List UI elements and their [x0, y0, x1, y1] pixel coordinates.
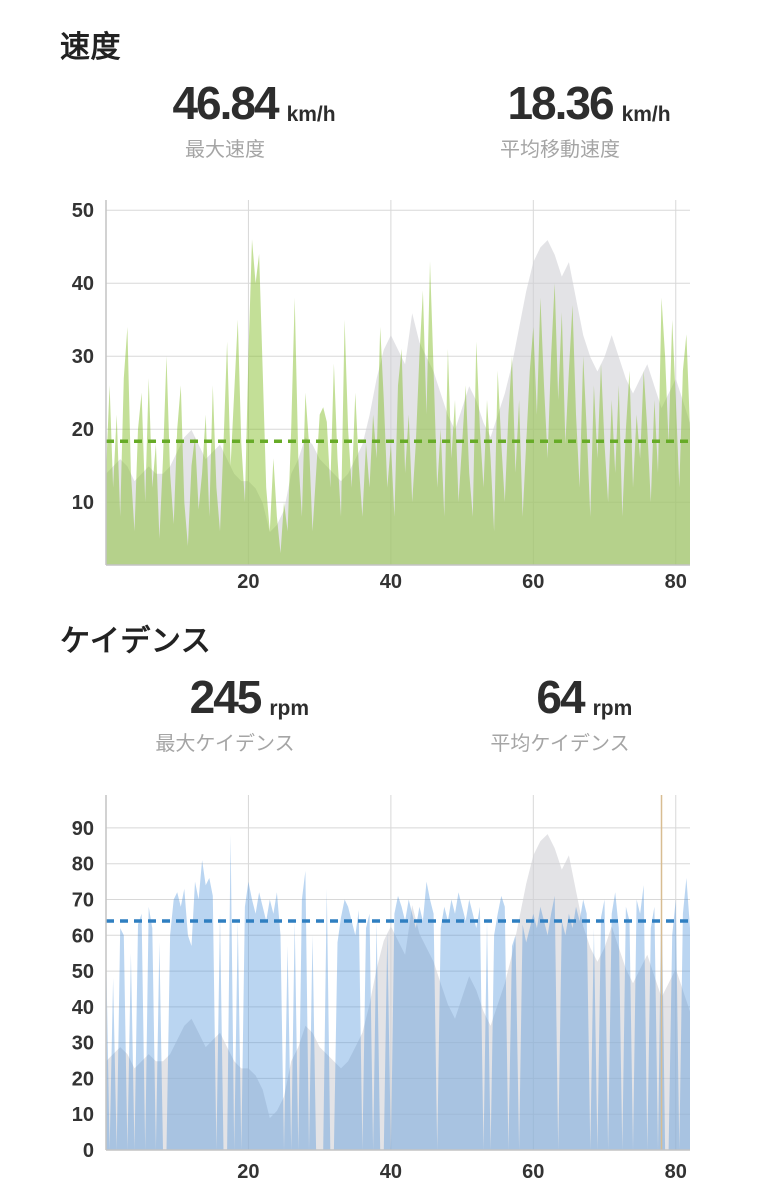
- max-cadence-label: 最大ケイデンス: [155, 733, 295, 755]
- max-cadence-unit: rpm: [269, 697, 310, 720]
- avg-moving-speed-value-row: 18.36 km/h: [410, 80, 710, 128]
- svg-text:80: 80: [665, 1161, 687, 1183]
- avg-cadence-unit: rpm: [592, 697, 633, 720]
- speed-chart[interactable]: 10 20 30 40 50 20 40 60 80: [0, 196, 767, 600]
- svg-text:60: 60: [522, 1161, 544, 1183]
- svg-text:20: 20: [237, 571, 259, 593]
- avg-cadence-label: 平均ケイデンス: [490, 733, 630, 755]
- avg-cadence-value-row: 64 rpm: [410, 674, 710, 722]
- svg-text:30: 30: [72, 1033, 94, 1055]
- max-speed-value-row: 46.84 km/h: [75, 80, 375, 128]
- svg-text:70: 70: [72, 890, 94, 912]
- svg-text:10: 10: [72, 492, 94, 514]
- avg-moving-speed-label: 平均移動速度: [500, 139, 620, 161]
- svg-text:20: 20: [72, 1068, 94, 1090]
- svg-text:80: 80: [665, 571, 687, 593]
- svg-text:20: 20: [237, 1161, 259, 1183]
- max-cadence-stat: 245 rpm 最大ケイデンス: [75, 674, 375, 756]
- max-speed-stat: 46.84 km/h 最大速度: [75, 80, 375, 162]
- avg-moving-speed-value: 18.36: [507, 77, 614, 129]
- svg-text:50: 50: [72, 200, 94, 222]
- cadence-section-title: ケイデンス: [60, 625, 212, 658]
- svg-text:50: 50: [72, 961, 94, 983]
- cadence-chart[interactable]: 0 10 20 30 40 50 60 70 80 90 20 40 60 80: [0, 790, 767, 1194]
- svg-text:10: 10: [72, 1104, 94, 1126]
- svg-text:40: 40: [380, 571, 402, 593]
- max-speed-unit: km/h: [286, 103, 336, 126]
- svg-text:30: 30: [72, 346, 94, 368]
- max-speed-label: 最大速度: [185, 139, 265, 161]
- max-cadence-value: 245: [189, 671, 263, 723]
- svg-text:40: 40: [380, 1161, 402, 1183]
- svg-text:40: 40: [72, 997, 94, 1019]
- svg-text:20: 20: [72, 419, 94, 441]
- svg-text:90: 90: [72, 818, 94, 840]
- max-cadence-value-row: 245 rpm: [75, 674, 375, 722]
- max-speed-value: 46.84: [172, 77, 279, 129]
- svg-text:0: 0: [83, 1140, 94, 1162]
- svg-text:80: 80: [72, 854, 94, 876]
- avg-cadence-value: 64: [536, 671, 585, 723]
- svg-text:40: 40: [72, 273, 94, 295]
- avg-moving-speed-unit: km/h: [621, 103, 671, 126]
- avg-moving-speed-stat: 18.36 km/h 平均移動速度: [410, 80, 710, 162]
- speed-section-title: 速度: [60, 31, 121, 64]
- avg-cadence-stat: 64 rpm 平均ケイデンス: [410, 674, 710, 756]
- svg-text:60: 60: [72, 925, 94, 947]
- svg-text:60: 60: [522, 571, 544, 593]
